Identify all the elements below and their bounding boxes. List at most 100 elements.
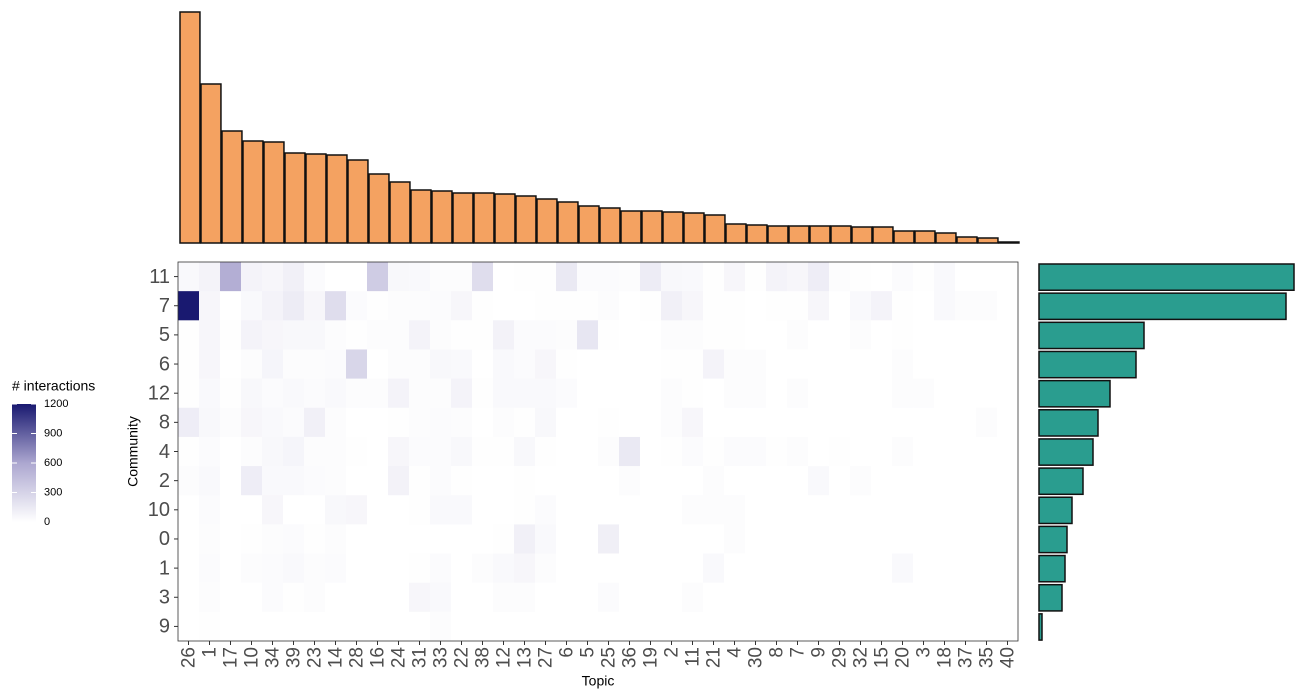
heatmap-cell — [640, 582, 662, 613]
heatmap-cell — [640, 553, 662, 583]
heatmap-cell — [430, 553, 452, 583]
heatmap-cell — [388, 495, 410, 525]
heatmap-cell — [178, 553, 200, 583]
heatmap-cell — [598, 378, 620, 409]
heatmap-cell — [556, 436, 578, 467]
bar — [1038, 613, 1043, 641]
heatmap-cell — [304, 320, 326, 350]
heatmap-cell — [913, 611, 935, 642]
heatmap-cell — [703, 553, 725, 583]
heatmap-cell — [325, 553, 347, 583]
heatmap-cell — [451, 262, 473, 292]
heatmap-cell — [577, 553, 599, 583]
y-tick-label: 11 — [149, 266, 170, 288]
heatmap-cell — [262, 378, 284, 409]
heatmap-cell — [430, 407, 452, 438]
heatmap-cell — [871, 553, 893, 583]
x-tick-label: 1 — [200, 647, 221, 658]
heatmap-cell — [934, 407, 956, 438]
heatmap-cell — [556, 582, 578, 613]
heatmap-cell — [262, 466, 284, 496]
heatmap-cell — [178, 262, 200, 292]
heatmap-cell — [556, 524, 578, 554]
heatmap-cell — [493, 582, 515, 613]
heatmap-cell — [325, 407, 347, 438]
heatmap-cell — [787, 495, 809, 525]
heatmap-cell — [367, 582, 389, 613]
heatmap-cell — [766, 553, 788, 583]
heatmap-cell — [766, 611, 788, 642]
heatmap-cell — [514, 407, 536, 438]
heatmap-cell — [745, 436, 767, 467]
heatmap-cell — [493, 407, 515, 438]
heatmap-cell — [262, 582, 284, 613]
heatmap-cell — [829, 320, 851, 350]
heatmap-cell — [913, 495, 935, 525]
heatmap-cell — [220, 320, 242, 350]
heatmap-cell — [451, 524, 473, 554]
heatmap-cell — [535, 407, 557, 438]
heatmap-cell — [787, 466, 809, 496]
heatmap-cell — [514, 291, 536, 321]
heatmap-cell — [682, 524, 704, 554]
bar — [515, 195, 537, 244]
heatmap-cell — [304, 611, 326, 642]
heatmap-cell — [745, 262, 767, 292]
heatmap-cell — [598, 466, 620, 496]
heatmap-cell — [850, 320, 872, 350]
heatmap-cell — [724, 553, 746, 583]
heatmap-cell — [535, 349, 557, 379]
heatmap-cell — [892, 495, 914, 525]
heatmap-cell — [850, 582, 872, 613]
heatmap-cell — [703, 582, 725, 613]
heatmap-cell — [367, 407, 389, 438]
heatmap-cell — [598, 262, 620, 292]
heatmap-cell — [493, 495, 515, 525]
heatmap-cell — [745, 349, 767, 379]
heatmap-cell — [766, 495, 788, 525]
heatmap-cell — [871, 495, 893, 525]
heatmap-cell — [241, 262, 263, 292]
heatmap-cell — [619, 611, 641, 642]
x-tick-label: 11 — [683, 647, 704, 667]
x-tick-label: 31 — [410, 647, 431, 668]
heatmap-cell — [745, 582, 767, 613]
heatmap-cell — [241, 582, 263, 613]
heatmap-cell — [997, 349, 1019, 379]
heatmap-cell — [598, 407, 620, 438]
heatmap-cell — [241, 291, 263, 321]
heatmap-cell — [178, 611, 200, 642]
heatmap-cell — [745, 611, 767, 642]
heatmap-cell — [472, 291, 494, 321]
heatmap-cell — [514, 320, 536, 350]
heatmap-cell — [892, 436, 914, 467]
heatmap-cell — [829, 524, 851, 554]
bar — [746, 224, 768, 244]
x-tick-label: 28 — [347, 647, 368, 668]
heatmap-cell — [871, 611, 893, 642]
heatmap-cell — [388, 582, 410, 613]
heatmap-cell — [199, 495, 221, 525]
heatmap-cell — [325, 436, 347, 467]
heatmap-cell — [829, 495, 851, 525]
heatmap-cell — [661, 320, 683, 350]
heatmap-cell — [955, 407, 977, 438]
heatmap-cell — [871, 524, 893, 554]
y-axis-title: Community — [125, 416, 141, 487]
bar — [410, 189, 432, 244]
heatmap-cell — [808, 436, 830, 467]
x-tick-label: 33 — [431, 647, 452, 668]
heatmap-cell — [409, 262, 431, 292]
heatmap-cell — [577, 291, 599, 321]
heatmap-cell — [871, 582, 893, 613]
heatmap-cell — [388, 320, 410, 350]
legend-tick-label: 900 — [44, 427, 62, 439]
heatmap-cell — [241, 407, 263, 438]
heatmap-cell — [325, 524, 347, 554]
heatmap-cell — [703, 349, 725, 379]
heatmap-cell — [808, 291, 830, 321]
heatmap-cell — [766, 436, 788, 467]
heatmap-cell — [682, 320, 704, 350]
heatmap-cell — [682, 495, 704, 525]
heatmap-cell — [514, 262, 536, 292]
